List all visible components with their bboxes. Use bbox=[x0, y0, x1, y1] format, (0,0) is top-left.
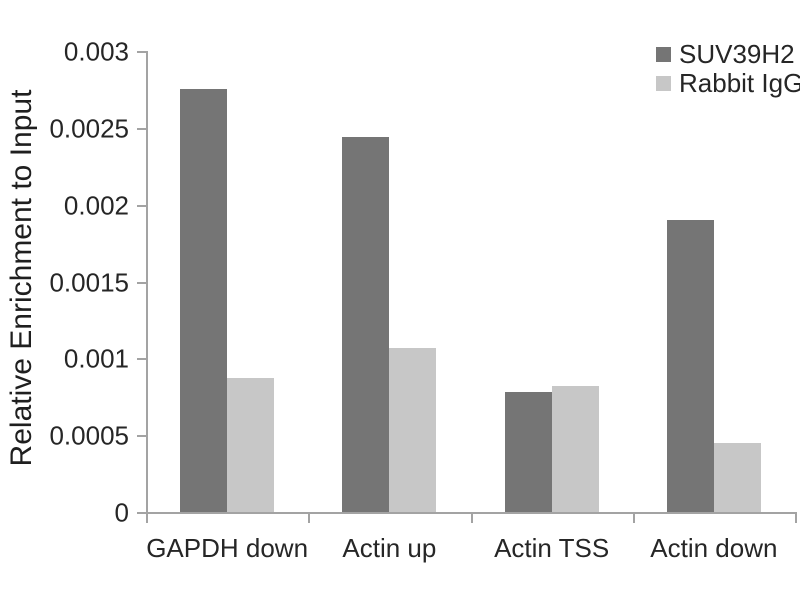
y-tick-mark bbox=[137, 281, 146, 284]
bar-suv39h2-actin-up bbox=[342, 137, 390, 512]
x-category-label-actin-up: Actin up bbox=[342, 533, 437, 563]
y-tick-label: 0 bbox=[114, 497, 129, 528]
bar-rabbit-igg-actin-up bbox=[389, 347, 437, 512]
y-tick-label: 0.003 bbox=[63, 36, 129, 67]
bar-suv39h2-actin-tss bbox=[504, 392, 552, 512]
bar-rabbit-igg-gapdh-down bbox=[227, 378, 275, 512]
legend-swatch-suv39h2 bbox=[656, 47, 671, 62]
legend: SUV39H2 Rabbit IgG bbox=[656, 39, 800, 98]
bar-suv39h2-actin-down bbox=[666, 220, 714, 512]
y-tick-mark bbox=[137, 204, 146, 207]
legend-label-suv39h2: SUV39H2 bbox=[679, 39, 795, 69]
y-tick-label: 0.002 bbox=[63, 190, 129, 221]
bar-rabbit-igg-actin-down bbox=[713, 442, 761, 512]
y-tick-mark bbox=[137, 435, 146, 438]
x-category-label-actin-down: Actin down bbox=[650, 533, 778, 563]
y-tick-label: 0.0025 bbox=[49, 113, 129, 144]
x-tick-mark bbox=[146, 512, 148, 523]
legend-label-rabbit-igg: Rabbit IgG bbox=[679, 68, 800, 98]
legend-item-suv39h2: SUV39H2 bbox=[656, 39, 800, 69]
x-tick-mark bbox=[308, 512, 311, 523]
y-tick-mark bbox=[137, 358, 146, 361]
x-tick-mark bbox=[632, 512, 635, 523]
x-category-label-gapdh-down: GAPDH down bbox=[146, 533, 309, 563]
y-tick-mark bbox=[137, 127, 146, 130]
y-tick-label: 0.0005 bbox=[49, 420, 129, 451]
y-tick-label: 0.001 bbox=[63, 343, 129, 374]
legend-swatch-rabbit-igg bbox=[656, 76, 671, 91]
bar-suv39h2-gapdh-down bbox=[180, 89, 228, 512]
y-tick-mark bbox=[137, 512, 146, 514]
y-tick-mark bbox=[137, 51, 146, 53]
y-axis-line bbox=[146, 51, 148, 514]
bar-rabbit-igg-actin-tss bbox=[551, 385, 599, 512]
legend-item-rabbit-igg: Rabbit IgG bbox=[656, 68, 800, 98]
x-tick-mark bbox=[470, 512, 473, 523]
x-tick-mark bbox=[795, 512, 797, 523]
x-category-label-actin-tss: Actin TSS bbox=[494, 533, 610, 563]
y-tick-label: 0.0015 bbox=[49, 267, 129, 297]
